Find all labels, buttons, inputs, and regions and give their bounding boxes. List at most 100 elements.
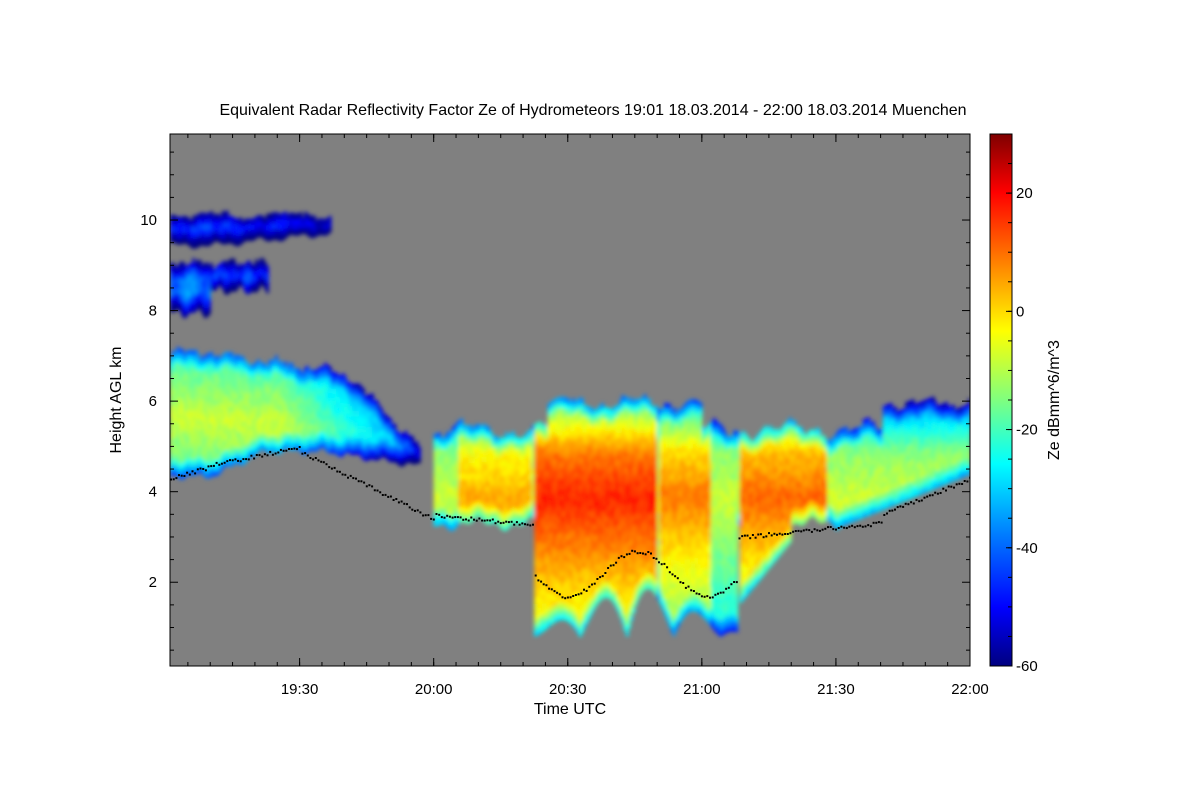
reflectivity-cell — [545, 552, 549, 558]
reflectivity-cell — [232, 280, 236, 287]
reflectivity-cell — [221, 425, 225, 432]
reflectivity-cell — [543, 510, 546, 517]
reflectivity-cell — [561, 445, 564, 452]
reflectivity-cell — [637, 485, 640, 492]
reflectivity-cell — [505, 508, 508, 515]
reflectivity-cell — [625, 429, 629, 436]
reflectivity-cell — [536, 542, 540, 549]
reflectivity-cell — [223, 216, 227, 223]
reflectivity-cell — [225, 406, 229, 413]
reflectivity-cell — [435, 509, 439, 516]
reflectivity-cell — [176, 417, 180, 424]
reflectivity-cell — [232, 217, 236, 224]
reflectivity-cell — [603, 592, 607, 599]
reflectivity-cell — [585, 443, 589, 450]
reflectivity-cell — [489, 480, 493, 487]
reflectivity-cell — [183, 312, 187, 319]
reflectivity-cell — [447, 447, 450, 454]
reflectivity-cell — [552, 546, 555, 553]
reflectivity-cell — [538, 448, 542, 455]
reflectivity-cell — [272, 233, 276, 240]
reflectivity-cell — [619, 470, 622, 477]
reflectivity-cell — [540, 506, 544, 513]
reflectivity-cell — [619, 606, 622, 613]
reflectivity-cell — [572, 403, 575, 410]
reflectivity-cell — [362, 388, 365, 395]
reflectivity-cell — [621, 525, 625, 532]
reflectivity-cell — [181, 354, 184, 361]
reflectivity-cell — [304, 432, 307, 439]
reflectivity-cell — [460, 451, 464, 458]
reflectivity-cell — [310, 232, 314, 239]
reflectivity-cell — [612, 461, 616, 468]
reflectivity-cell — [266, 425, 269, 432]
reflectivity-cell — [552, 552, 555, 559]
reflectivity-cell — [619, 492, 622, 498]
reflectivity-cell — [623, 592, 627, 598]
reflectivity-cell — [532, 473, 535, 480]
reflectivity-cell — [442, 513, 446, 520]
reflectivity-cell — [326, 217, 330, 224]
reflectivity-cell — [601, 544, 605, 551]
reflectivity-cell — [380, 430, 383, 436]
reflectivity-cell — [201, 393, 205, 399]
reflectivity-cell — [174, 372, 178, 379]
reflectivity-cell — [572, 528, 575, 535]
reflectivity-cell — [210, 268, 213, 275]
reflectivity-cell — [371, 404, 374, 411]
reflectivity-cell — [581, 615, 584, 622]
reflectivity-cell — [623, 461, 627, 468]
reflectivity-cell — [556, 457, 560, 464]
reflectivity-cell — [567, 513, 571, 520]
reflectivity-cell — [592, 572, 596, 578]
reflectivity-cell — [587, 537, 591, 544]
reflectivity-cell — [257, 273, 260, 279]
reflectivity-cell — [174, 232, 178, 239]
reflectivity-cell — [473, 441, 477, 448]
reflectivity-cell — [570, 520, 573, 527]
reflectivity-cell — [170, 383, 173, 390]
reflectivity-cell — [339, 451, 343, 458]
reflectivity-cell — [440, 469, 444, 476]
reflectivity-cell — [335, 438, 339, 445]
reflectivity-cell — [221, 381, 225, 388]
reflectivity-cell — [214, 383, 218, 390]
reflectivity-cell — [237, 414, 240, 421]
reflectivity-cell — [187, 355, 191, 361]
reflectivity-cell — [549, 428, 553, 435]
reflectivity-cell — [203, 422, 207, 429]
reflectivity-cell — [585, 503, 589, 510]
reflectivity-cell — [585, 601, 589, 608]
reflectivity-cell — [608, 424, 611, 431]
reflectivity-cell — [614, 601, 618, 608]
reflectivity-cell — [520, 475, 524, 482]
reflectivity-cell — [581, 425, 584, 432]
reflectivity-cell — [326, 435, 330, 442]
reflectivity-cell — [583, 529, 587, 536]
reflectivity-cell — [625, 619, 629, 626]
reflectivity-cell — [337, 407, 341, 414]
reflectivity-cell — [447, 430, 450, 437]
reflectivity-cell — [536, 531, 540, 538]
reflectivity-cell — [208, 445, 211, 452]
reflectivity-cell — [252, 286, 256, 293]
reflectivity-cell — [494, 479, 497, 486]
reflectivity-cell — [170, 289, 173, 296]
reflectivity-cell — [199, 375, 202, 381]
reflectivity-cell — [625, 413, 629, 419]
reflectivity-cell — [594, 562, 598, 569]
reflectivity-cell — [453, 501, 457, 507]
reflectivity-cell — [456, 476, 459, 483]
reflectivity-cell — [592, 561, 596, 568]
reflectivity-cell — [534, 554, 537, 561]
reflectivity-cell — [534, 586, 537, 593]
reflectivity-cell — [170, 459, 173, 466]
reflectivity-cell — [237, 240, 240, 247]
reflectivity-cell — [447, 496, 450, 503]
reflectivity-cell — [210, 411, 213, 418]
reflectivity-cell — [192, 258, 196, 265]
reflectivity-cell — [214, 432, 218, 439]
reflectivity-cell — [297, 373, 301, 380]
reflectivity-cell — [232, 399, 236, 406]
reflectivity-cell — [596, 537, 600, 544]
